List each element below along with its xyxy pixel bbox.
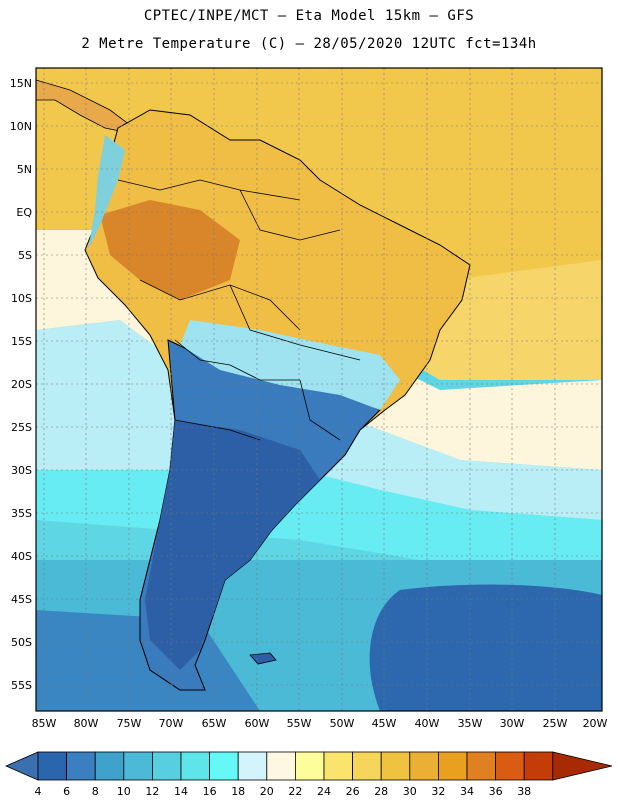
southern-cold-pool — [369, 584, 602, 711]
map-subtitle: 2 Metre Temperature (C) – 28/05/2020 12U… — [81, 36, 537, 52]
colorbar-box — [409, 751, 439, 781]
lon-label: 55W — [287, 717, 312, 730]
colorbar-tick-label: 30 — [403, 785, 417, 798]
lat-label: 10S — [11, 292, 32, 305]
colorbar-arrow-high — [552, 751, 613, 781]
lon-label: 45W — [372, 717, 397, 730]
colorbar-box — [294, 751, 325, 781]
colorbar-box — [352, 751, 382, 781]
lat-label: 15S — [11, 335, 32, 348]
falkland-islands — [249, 652, 277, 665]
colorbar-tick-label: 12 — [145, 785, 159, 798]
lat-label: 5N — [17, 163, 32, 176]
colorbar-tick-label: 26 — [346, 785, 360, 798]
colorbar-tick-label: 8 — [92, 785, 99, 798]
colorbar-tick-label: 38 — [517, 785, 531, 798]
colorbar-tick-label: 6 — [63, 785, 70, 798]
colorbar-box — [466, 751, 497, 781]
colorbar-box — [151, 751, 182, 781]
lon-label: 30W — [500, 717, 525, 730]
colorbar-box — [380, 751, 411, 781]
lat-label: 50S — [11, 636, 32, 649]
map-frame — [35, 67, 603, 712]
lon-label: 25W — [543, 717, 568, 730]
lat-label: 35S — [11, 507, 32, 520]
transition-zone — [180, 320, 400, 410]
colorbar-tick-label: 16 — [203, 785, 217, 798]
lat-label: 20S — [11, 378, 32, 391]
colorbar-tick-label: 32 — [431, 785, 445, 798]
colorbar-tick-label: 18 — [231, 785, 245, 798]
lat-label: 10N — [10, 120, 32, 133]
graticule — [36, 68, 602, 711]
lat-label: 40S — [11, 550, 32, 563]
colorbar-tick-label: 20 — [260, 785, 274, 798]
patagonia-cold — [145, 420, 320, 670]
colorbar-box — [37, 751, 68, 781]
colorbar-tick-label: 14 — [174, 785, 188, 798]
colorbar-box — [237, 751, 268, 781]
colorbar-tick-label: 24 — [317, 785, 331, 798]
lon-label: 70W — [159, 717, 184, 730]
lon-label: 60W — [245, 717, 270, 730]
lon-label: 20W — [583, 717, 608, 730]
colorbar-box — [437, 751, 468, 781]
lat-label: 55S — [11, 679, 32, 692]
lat-label: 30S — [11, 464, 32, 477]
lat-label: 25S — [11, 421, 32, 434]
colorbar-box — [523, 751, 554, 781]
lon-label: 65W — [202, 717, 227, 730]
colorbar-box — [495, 751, 525, 781]
colorbar-box — [180, 751, 211, 781]
lat-label: EQ — [16, 206, 32, 219]
colorbar: 4 6 8 10 12 14 16 18 20 22 24 26 28 30 32 34 36 38 — [5, 751, 613, 798]
colorbar-box — [94, 751, 125, 781]
colorbar-ticks: 4 6 8 10 12 14 16 18 20 22 24 26 28 30 32 34 36 38 — [35, 785, 532, 798]
country-borders — [117, 179, 361, 441]
lon-label: 85W — [32, 717, 57, 730]
lat-label: 15N — [10, 77, 32, 90]
colorbar-tick-label: 34 — [460, 785, 474, 798]
colorbar-box — [323, 751, 354, 781]
amazon-hot-core — [100, 200, 240, 300]
lon-label: 75W — [117, 717, 142, 730]
central-america — [36, 79, 131, 133]
lat-label: 5S — [18, 249, 32, 262]
lon-label: 40W — [415, 717, 440, 730]
map-title: CPTEC/INPE/MCT – Eta Model 15km – GFS — [143, 8, 475, 24]
colorbar-tick-label: 4 — [35, 785, 42, 798]
colorbar-tick-label: 10 — [117, 785, 131, 798]
colorbar-tick-label: 36 — [489, 785, 503, 798]
lon-label: 50W — [330, 717, 355, 730]
colorbar-arrow-low — [5, 751, 39, 781]
colorbar-box — [209, 751, 239, 781]
lat-label: 45S — [11, 593, 32, 606]
colorbar-box — [123, 751, 153, 781]
colorbar-tick-label: 28 — [374, 785, 388, 798]
colorbar-boxes — [5, 751, 613, 781]
colorbar-tick-label: 22 — [288, 785, 302, 798]
andes-cool-north — [88, 135, 125, 250]
temperature-map: 15N 10N 5N EQ 5S 10S 15S 20S 25S 30S 35S… — [10, 67, 608, 730]
colorbar-box — [266, 751, 296, 781]
lon-label: 80W — [74, 717, 99, 730]
colorbar-box — [66, 751, 96, 781]
lon-label: 35W — [458, 717, 483, 730]
